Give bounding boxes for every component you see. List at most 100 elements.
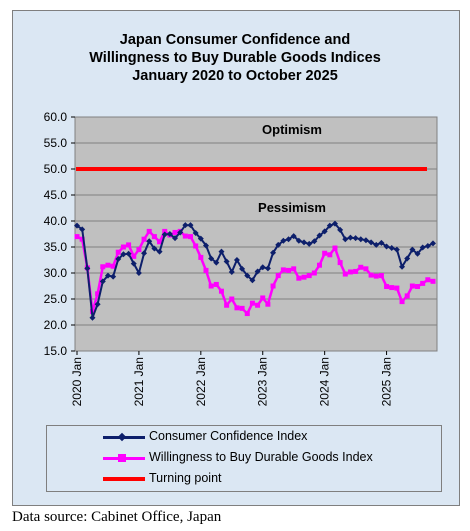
y-tick-label: 15.0 bbox=[44, 344, 68, 358]
data-point-willingness bbox=[131, 253, 137, 259]
legend-item-turning-point: Turning point bbox=[47, 469, 441, 489]
data-point-willingness bbox=[404, 293, 410, 299]
data-point-willingness bbox=[430, 278, 436, 284]
data-point-consumer-confidence bbox=[233, 257, 240, 263]
data-point-consumer-confidence bbox=[104, 272, 111, 279]
data-point-consumer-confidence bbox=[141, 250, 148, 257]
data-point-willingness bbox=[384, 284, 390, 290]
data-point-willingness bbox=[193, 243, 199, 249]
chart-title-line-2: Willingness to Buy Durable Goods Indices bbox=[89, 50, 381, 66]
y-tick-label: 45.0 bbox=[44, 188, 68, 202]
data-point-consumer-confidence bbox=[192, 229, 199, 236]
data-point-willingness bbox=[358, 264, 364, 270]
data-point-consumer-confidence bbox=[156, 248, 163, 255]
data-point-consumer-confidence bbox=[208, 255, 215, 262]
data-point-willingness bbox=[239, 305, 245, 311]
data-point-willingness bbox=[291, 266, 297, 272]
chart-title-line-1: Japan Consumer Confidence and bbox=[119, 32, 351, 48]
data-point-consumer-confidence bbox=[388, 245, 395, 252]
data-point-willingness bbox=[332, 245, 338, 251]
data-point-willingness bbox=[182, 233, 188, 239]
data-point-consumer-confidence bbox=[321, 228, 328, 235]
data-point-willingness bbox=[378, 273, 384, 279]
legend-label-turning-point: Turning point bbox=[149, 471, 222, 485]
legend-marker-square bbox=[118, 454, 126, 462]
data-point-consumer-confidence bbox=[130, 260, 137, 267]
data-point-consumer-confidence bbox=[393, 246, 400, 253]
data-point-willingness bbox=[311, 270, 317, 276]
data-point-consumer-confidence bbox=[378, 239, 385, 246]
data-point-consumer-confidence bbox=[197, 235, 204, 242]
data-point-consumer-confidence bbox=[125, 250, 132, 257]
data-point-consumer-confidence bbox=[347, 234, 354, 241]
data-point-consumer-confidence bbox=[74, 222, 80, 229]
data-point-willingness bbox=[280, 267, 286, 273]
x-tick-label: 2023 Jan bbox=[256, 357, 270, 406]
data-point-willingness bbox=[249, 300, 255, 306]
data-point-consumer-confidence bbox=[424, 242, 431, 249]
chart-legend: Consumer Confidence Index Willingness to… bbox=[46, 425, 442, 492]
data-point-consumer-confidence bbox=[275, 241, 282, 248]
data-point-consumer-confidence bbox=[166, 231, 173, 237]
data-point-willingness bbox=[188, 234, 194, 240]
data-point-consumer-confidence bbox=[399, 263, 406, 270]
data-point-willingness bbox=[420, 280, 426, 286]
x-tick-label: 2024 Jan bbox=[318, 357, 332, 406]
data-point-consumer-confidence bbox=[280, 237, 287, 244]
data-point-willingness bbox=[157, 239, 163, 245]
series-line-consumer-confidence bbox=[76, 222, 434, 319]
data-point-willingness bbox=[301, 274, 307, 280]
data-point-willingness bbox=[394, 285, 400, 291]
data-point-consumer-confidence bbox=[331, 220, 338, 227]
data-point-consumer-confidence bbox=[135, 270, 142, 276]
y-tick-label: 30.0 bbox=[44, 266, 68, 280]
legend-item-willingness: Willingness to Buy Durable Goods Index bbox=[47, 448, 441, 468]
data-point-consumer-confidence bbox=[419, 244, 426, 251]
data-point-willingness bbox=[327, 252, 333, 258]
data-point-willingness bbox=[353, 268, 359, 274]
data-point-consumer-confidence bbox=[316, 232, 323, 239]
data-point-willingness bbox=[110, 263, 116, 269]
legend-item-consumer-confidence: Consumer Confidence Index bbox=[47, 427, 441, 447]
data-point-willingness bbox=[105, 262, 111, 268]
data-point-willingness bbox=[172, 229, 178, 235]
data-point-willingness bbox=[162, 228, 168, 234]
data-point-consumer-confidence bbox=[151, 245, 158, 252]
data-point-consumer-confidence bbox=[264, 265, 271, 272]
data-point-consumer-confidence bbox=[362, 237, 369, 244]
data-point-willingness bbox=[337, 260, 343, 266]
data-point-consumer-confidence bbox=[285, 236, 292, 243]
data-point-consumer-confidence bbox=[295, 237, 302, 244]
data-point-willingness bbox=[126, 242, 132, 248]
data-point-willingness bbox=[141, 236, 147, 242]
data-point-consumer-confidence bbox=[94, 301, 101, 308]
x-tick-label: 2022 Jan bbox=[194, 357, 208, 406]
data-point-willingness bbox=[136, 247, 142, 253]
data-point-willingness bbox=[373, 273, 379, 279]
data-point-consumer-confidence bbox=[177, 229, 184, 236]
legend-line-turning-point bbox=[103, 477, 145, 481]
x-tick-label: 2020 Jan bbox=[70, 357, 84, 406]
x-tick-label: 2025 Jan bbox=[380, 357, 394, 406]
data-point-consumer-confidence bbox=[172, 235, 179, 242]
data-point-willingness bbox=[255, 302, 261, 308]
data-point-willingness bbox=[115, 249, 121, 255]
data-point-willingness bbox=[234, 305, 240, 311]
data-point-willingness bbox=[322, 250, 328, 256]
y-tick-label: 60.0 bbox=[44, 110, 68, 124]
data-point-consumer-confidence bbox=[99, 278, 106, 285]
data-point-willingness bbox=[316, 262, 322, 268]
data-point-willingness bbox=[347, 269, 353, 275]
data-point-consumer-confidence bbox=[311, 238, 318, 245]
data-point-willingness bbox=[229, 296, 235, 302]
data-point-consumer-confidence bbox=[306, 240, 313, 247]
plot-area bbox=[74, 116, 438, 352]
data-point-consumer-confidence bbox=[79, 226, 86, 233]
data-point-consumer-confidence bbox=[373, 241, 380, 248]
data-point-consumer-confidence bbox=[383, 243, 390, 250]
data-point-consumer-confidence bbox=[414, 250, 421, 257]
x-tick-label: 2021 Jan bbox=[132, 357, 146, 406]
data-point-willingness bbox=[213, 281, 219, 287]
data-point-willingness bbox=[409, 283, 415, 289]
legend-label-willingness: Willingness to Buy Durable Goods Index bbox=[149, 450, 373, 464]
